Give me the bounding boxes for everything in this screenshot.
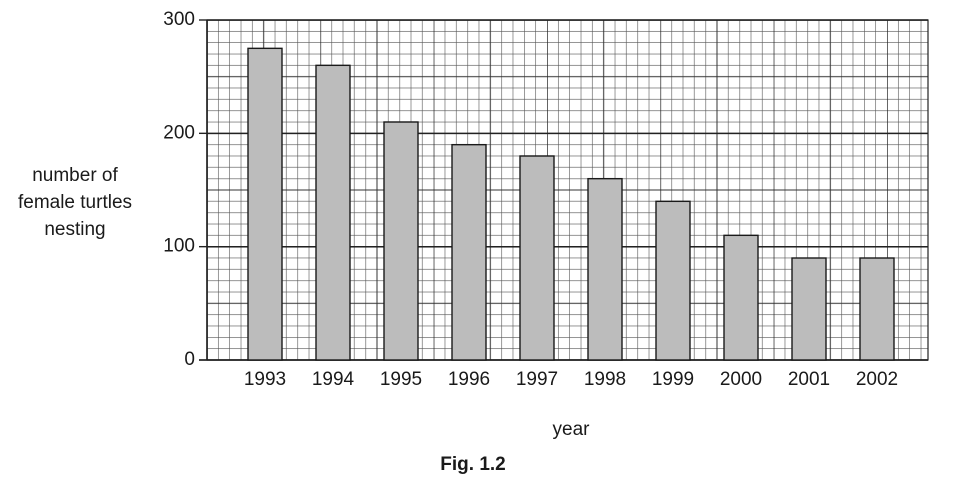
y-tick-label: 0 — [184, 349, 195, 370]
x-tick-label: 1999 — [652, 369, 694, 390]
x-tick-label: 2001 — [788, 369, 830, 390]
bar — [859, 257, 895, 361]
x-tick-label: 1997 — [516, 369, 558, 390]
bar — [791, 257, 827, 361]
bar — [519, 155, 555, 361]
y-tick-label: 300 — [163, 9, 195, 30]
y-tick-label: 200 — [163, 122, 195, 143]
bar — [655, 200, 691, 361]
bar — [315, 64, 351, 361]
y-axis-label: female turtles — [18, 192, 132, 213]
bar — [247, 47, 283, 361]
x-tick-label: 1998 — [584, 369, 626, 390]
figure-caption: Fig. 1.2 — [440, 454, 505, 475]
x-tick-label: 1994 — [312, 369, 355, 390]
bar — [451, 143, 487, 361]
x-axis-label: year — [553, 419, 591, 440]
x-tick-label: 2002 — [856, 369, 898, 390]
y-axis-label: nesting — [44, 219, 105, 240]
y-tick-label: 100 — [163, 236, 195, 257]
x-tick-label: 1993 — [244, 369, 286, 390]
x-tick-label: 1995 — [380, 369, 422, 390]
x-tick-label: 2000 — [720, 369, 762, 390]
bar — [723, 234, 759, 361]
bar — [383, 121, 419, 361]
y-axis-label: number of — [32, 165, 118, 186]
bar — [587, 177, 623, 361]
x-tick-label: 1996 — [448, 369, 490, 390]
